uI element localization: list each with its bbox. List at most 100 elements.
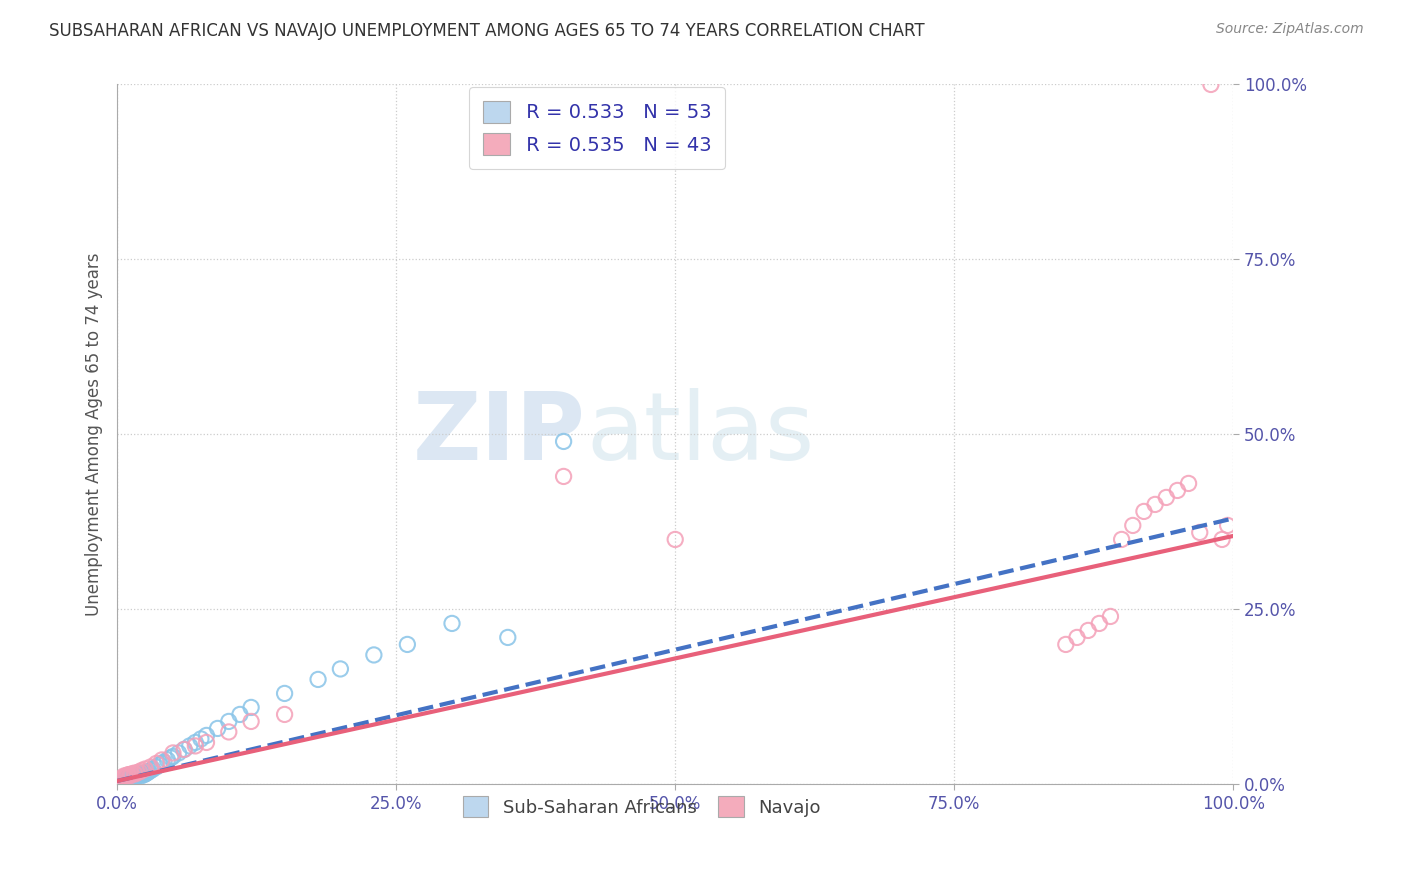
Point <box>131 764 153 778</box>
Point <box>111 771 134 785</box>
Point <box>1211 533 1233 547</box>
Point <box>553 469 575 483</box>
Point <box>190 731 212 746</box>
Point <box>1216 518 1239 533</box>
Point <box>127 765 149 780</box>
Legend: Sub-Saharan Africans, Navajo: Sub-Saharan Africans, Navajo <box>456 789 828 824</box>
Text: atlas: atlas <box>586 388 814 481</box>
Point <box>179 739 201 753</box>
Point <box>664 533 686 547</box>
Point <box>167 746 190 760</box>
Point <box>117 769 139 783</box>
Point <box>124 769 146 783</box>
Point <box>122 766 145 780</box>
Point <box>156 753 179 767</box>
Point <box>1133 504 1156 518</box>
Text: SUBSAHARAN AFRICAN VS NAVAJO UNEMPLOYMENT AMONG AGES 65 TO 74 YEARS CORRELATION : SUBSAHARAN AFRICAN VS NAVAJO UNEMPLOYMEN… <box>49 22 925 40</box>
Point <box>121 767 143 781</box>
Point <box>134 767 156 781</box>
Point <box>135 766 157 780</box>
Point <box>114 771 136 785</box>
Point <box>121 771 143 785</box>
Point <box>1066 631 1088 645</box>
Point <box>1077 624 1099 638</box>
Point <box>120 769 142 783</box>
Point <box>136 765 159 780</box>
Point <box>125 767 148 781</box>
Point <box>122 768 145 782</box>
Point <box>129 769 152 783</box>
Point <box>132 766 155 780</box>
Point <box>240 714 263 729</box>
Point <box>1166 483 1188 498</box>
Point <box>1177 476 1199 491</box>
Point <box>440 616 463 631</box>
Point <box>229 707 252 722</box>
Point <box>132 767 155 781</box>
Point <box>145 756 167 771</box>
Point <box>162 749 184 764</box>
Point <box>240 700 263 714</box>
Point <box>363 648 385 662</box>
Y-axis label: Unemployment Among Ages 65 to 74 years: Unemployment Among Ages 65 to 74 years <box>86 252 103 616</box>
Point <box>112 769 135 783</box>
Point <box>127 768 149 782</box>
Point <box>117 767 139 781</box>
Point <box>117 771 139 785</box>
Point <box>273 707 295 722</box>
Point <box>1199 78 1222 92</box>
Point <box>115 772 138 786</box>
Point <box>134 762 156 776</box>
Point <box>115 772 138 787</box>
Point <box>173 742 195 756</box>
Point <box>139 764 162 778</box>
Point <box>184 735 207 749</box>
Point <box>184 739 207 753</box>
Point <box>139 760 162 774</box>
Point <box>1088 616 1111 631</box>
Point <box>145 760 167 774</box>
Point <box>396 637 419 651</box>
Point <box>1154 491 1177 505</box>
Point <box>207 722 229 736</box>
Point <box>128 764 150 779</box>
Point <box>120 771 142 785</box>
Point <box>115 768 138 782</box>
Point <box>1054 637 1077 651</box>
Text: ZIP: ZIP <box>413 388 586 481</box>
Point <box>329 662 352 676</box>
Point <box>124 767 146 781</box>
Point <box>114 773 136 788</box>
Point <box>1188 525 1211 540</box>
Point <box>150 753 173 767</box>
Point <box>1122 518 1144 533</box>
Point <box>149 757 172 772</box>
Point <box>218 725 240 739</box>
Point <box>118 772 141 786</box>
Point <box>218 714 240 729</box>
Point <box>173 742 195 756</box>
Point <box>1099 609 1122 624</box>
Point <box>120 767 142 781</box>
Point <box>195 728 218 742</box>
Point <box>122 771 145 785</box>
Point <box>273 686 295 700</box>
Point <box>131 767 153 781</box>
Point <box>1111 533 1133 547</box>
Point <box>153 755 176 769</box>
Point <box>142 762 165 776</box>
Point <box>118 769 141 783</box>
Point <box>150 756 173 771</box>
Point <box>159 751 181 765</box>
Point <box>195 735 218 749</box>
Point <box>496 631 519 645</box>
Point <box>121 770 143 784</box>
Point <box>162 746 184 760</box>
Point <box>1144 498 1167 512</box>
Point <box>127 769 149 783</box>
Point <box>111 773 134 788</box>
Point <box>115 769 138 783</box>
Point <box>138 764 160 779</box>
Point <box>128 767 150 781</box>
Point <box>553 434 575 449</box>
